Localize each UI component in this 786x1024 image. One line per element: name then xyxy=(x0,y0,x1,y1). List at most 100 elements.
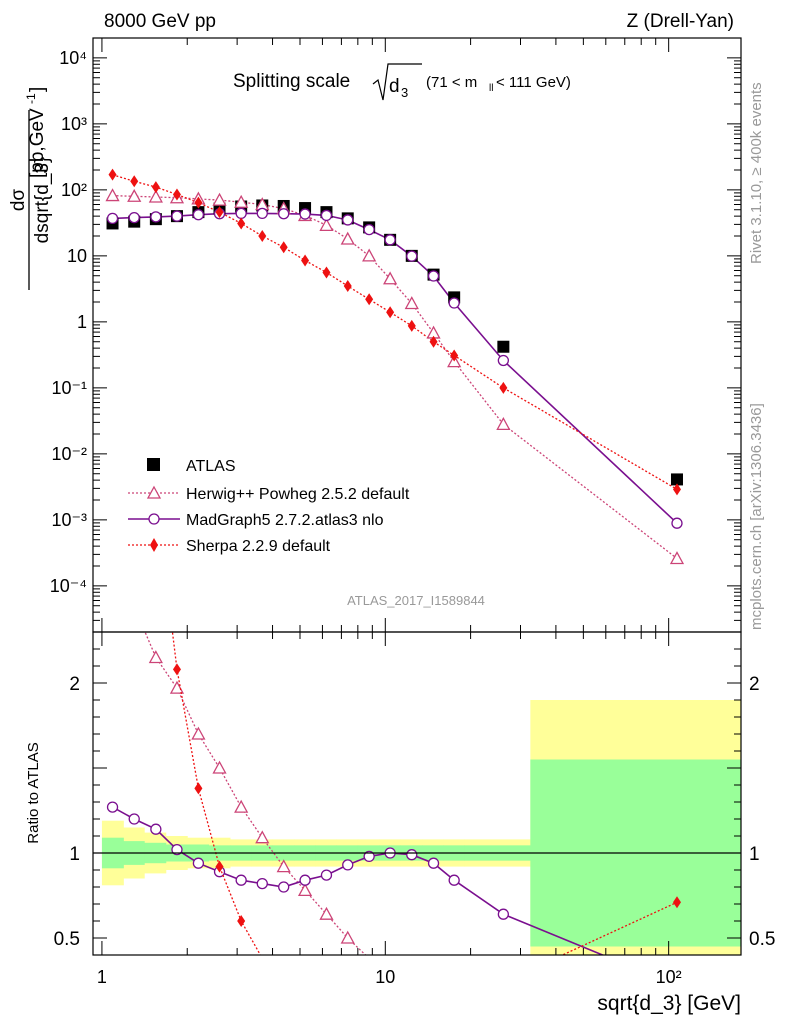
y-tick-label: 10⁻² xyxy=(51,444,87,464)
point-sherpa xyxy=(172,188,181,201)
ratio-point-sherpa xyxy=(215,860,224,873)
point-sherpa xyxy=(215,206,224,219)
ratio-point-madgraph xyxy=(278,881,290,893)
ratio-point-herwig xyxy=(169,680,185,694)
point-sherpa xyxy=(386,306,395,319)
point-sherpa xyxy=(672,483,681,496)
point-madgraph xyxy=(128,211,140,224)
legend-marker-madgraph xyxy=(148,513,160,525)
point-madgraph xyxy=(363,223,375,236)
point-madgraph xyxy=(256,207,268,220)
y-tick-label: 10³ xyxy=(61,114,87,134)
ratio-point-herwig xyxy=(319,906,334,920)
point-sherpa xyxy=(279,241,288,254)
series-line-madgraph xyxy=(112,212,678,524)
y-tick-label: 10 xyxy=(67,246,87,266)
point-herwig xyxy=(669,551,685,565)
point-herwig xyxy=(319,217,334,231)
point-atlas xyxy=(670,473,683,486)
ratio-point-madgraph xyxy=(448,874,460,886)
x-axis-label: sqrt{d_3} [GeV] xyxy=(597,992,741,1015)
ratio-point-madgraph xyxy=(299,874,311,886)
point-madgraph xyxy=(406,250,418,262)
ratio-point-herwig xyxy=(234,799,249,813)
point-herwig xyxy=(105,188,120,202)
legend-marker-herwig xyxy=(146,485,162,499)
point-madgraph xyxy=(278,208,290,220)
ratio-point-herwig xyxy=(340,930,355,944)
point-sherpa xyxy=(365,293,374,306)
legend-marker-atlas xyxy=(147,458,160,471)
point-sherpa xyxy=(407,319,416,332)
title-range-sub: ll xyxy=(489,83,493,94)
plot-title: Splitting scale d 3 (71 < m ll < 111 GeV… xyxy=(233,63,571,101)
ylabel-units-end: ] xyxy=(27,87,48,92)
ratio-point-madgraph xyxy=(256,877,268,890)
point-sherpa xyxy=(343,279,352,292)
x-tick-label: 1 xyxy=(97,967,107,987)
y-tick-label: 10⁻¹ xyxy=(51,378,87,398)
point-madgraph xyxy=(448,297,460,309)
point-sherpa xyxy=(322,266,331,279)
y-tick-label: 10² xyxy=(61,180,87,200)
legend-label-madgraph: MadGraph5 2.7.2.atlas3 nlo xyxy=(186,512,384,529)
ratio-y-label: Ratio to ATLAS xyxy=(25,742,42,843)
y-tick-label: 1 xyxy=(77,312,87,332)
y-axis-units: [pb,GeV -1 ] xyxy=(24,87,48,178)
y-tick-label: 10⁴ xyxy=(59,48,87,68)
legend-entry-herwig: Herwig++ Powheg 2.5.2 default xyxy=(128,485,410,503)
ylabel-denominator: dsqrt{d_3} xyxy=(32,157,53,244)
point-atlas xyxy=(497,340,510,353)
title-var-sub: 3 xyxy=(401,85,408,100)
ratio-tick-label-right: 0.5 xyxy=(749,929,775,950)
ratio-point-madgraph xyxy=(106,801,119,813)
y-tick-label: 10⁻⁴ xyxy=(50,576,87,596)
point-sherpa xyxy=(258,230,267,242)
legend: ATLAS Herwig++ Powheg 2.5.2 default MadG… xyxy=(128,458,410,555)
ratio-point-sherpa xyxy=(172,663,181,676)
point-herwig xyxy=(404,296,419,310)
point-sherpa xyxy=(108,168,117,181)
title-range-post: < 111 GeV) xyxy=(496,74,571,91)
ratio-point-sherpa xyxy=(237,915,246,927)
ratio-frame xyxy=(92,631,742,956)
ratio-point-sherpa xyxy=(672,896,681,909)
ratio-point-madgraph xyxy=(406,849,418,861)
ratio-tick-label-right: 2 xyxy=(749,674,760,695)
ratio-point-herwig xyxy=(255,830,270,844)
ratio-tick-label-left: 1 xyxy=(69,844,80,865)
ratio-point-madgraph xyxy=(363,850,375,863)
point-herwig xyxy=(212,192,227,206)
ratio-point-madgraph xyxy=(320,869,333,881)
point-sherpa xyxy=(429,335,438,348)
ratio-tick-label-left: 0.5 xyxy=(54,929,80,950)
point-madgraph xyxy=(192,209,205,221)
legend-entry-sherpa: Sherpa 2.2.9 default xyxy=(128,538,331,555)
ratio-point-herwig xyxy=(148,650,163,664)
legend-label-herwig: Herwig++ Powheg 2.5.2 default xyxy=(186,486,410,503)
point-sherpa xyxy=(194,196,203,209)
title-var: d xyxy=(389,76,400,97)
point-sherpa xyxy=(499,381,508,394)
x-tick-label: 10 xyxy=(375,967,395,987)
series-line-herwig xyxy=(112,194,678,560)
ratio-point-herwig xyxy=(297,883,313,897)
ratio-point-madgraph xyxy=(192,857,205,869)
point-herwig xyxy=(127,188,142,202)
x-tick-label: 10² xyxy=(656,967,682,987)
y-axis-label: dσ dsqrt{d_3} xyxy=(8,110,53,290)
main-plot xyxy=(105,168,685,565)
y-tick-label: 10⁻³ xyxy=(51,510,87,530)
point-madgraph xyxy=(342,214,354,226)
point-madgraph xyxy=(671,517,683,529)
point-herwig xyxy=(340,231,355,245)
point-madgraph xyxy=(320,209,333,222)
ratio-point-madgraph xyxy=(427,857,440,869)
ratio-point-madgraph xyxy=(497,908,510,920)
series-line-sherpa xyxy=(112,174,678,490)
ratio-tick-label-left: 2 xyxy=(69,674,80,695)
point-madgraph xyxy=(497,354,510,367)
ratio-point-herwig xyxy=(212,760,227,774)
main-clip-group xyxy=(105,168,685,565)
point-herwig xyxy=(496,416,511,431)
